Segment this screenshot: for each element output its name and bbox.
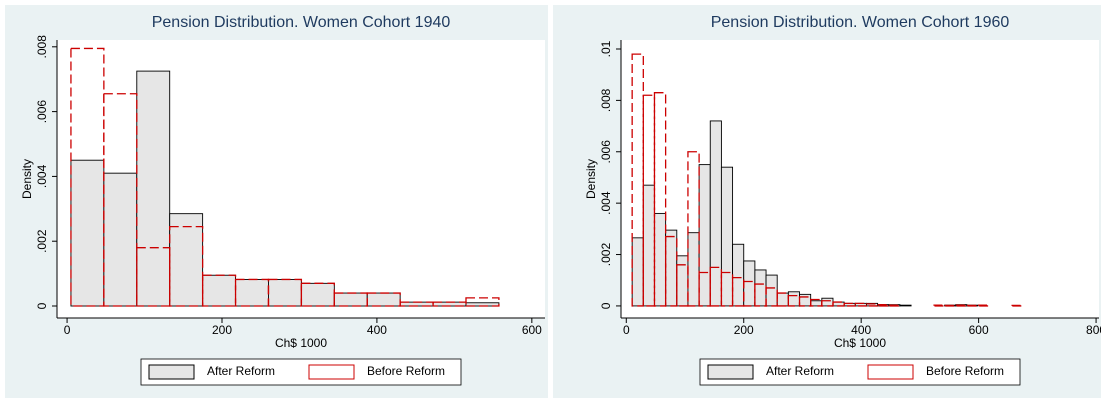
- histogram-bar: [676, 255, 689, 307]
- histogram-bar: [810, 300, 823, 307]
- histogram-bar: [642, 94, 656, 307]
- y-tick-label: 0: [599, 302, 613, 309]
- x-tick-label: 200: [212, 323, 232, 337]
- histogram-bar: [977, 304, 990, 307]
- histogram-bar: [743, 260, 756, 307]
- histogram-bar: [876, 303, 890, 307]
- histogram-bar: [432, 301, 467, 307]
- histogram-bar: [765, 274, 778, 307]
- histogram-bar: [743, 280, 756, 307]
- histogram-bar: [854, 302, 868, 307]
- legend-swatch: [707, 364, 754, 380]
- x-tick-label: 0: [64, 323, 71, 337]
- histogram-bar: [136, 70, 171, 307]
- x-axis-label: Ch$ 1000: [834, 336, 886, 350]
- histogram-bar: [465, 297, 500, 307]
- legend-swatch: [308, 364, 355, 380]
- x-tick-label: 400: [367, 323, 387, 337]
- y-tick-label: .004: [599, 191, 613, 215]
- histogram-bar: [698, 164, 711, 307]
- y-axis-label: Density: [584, 159, 598, 199]
- histogram-bar: [966, 304, 979, 307]
- histogram-bar: [843, 302, 856, 307]
- histogram-bar: [70, 159, 105, 307]
- histogram-bar: [698, 271, 711, 307]
- histogram-bar: [366, 292, 401, 307]
- x-tick-label: 0: [623, 323, 630, 337]
- histogram-bar: [754, 269, 767, 307]
- y-tick-label: 0: [35, 302, 49, 309]
- histogram-bar: [687, 151, 700, 307]
- histogram-bar: [731, 277, 745, 307]
- histogram-bar: [955, 304, 968, 307]
- histogram-bar: [300, 282, 335, 307]
- histogram-bar: [631, 237, 644, 307]
- histogram-bar: [169, 225, 204, 307]
- legend-label: After Reform: [766, 364, 834, 378]
- histogram-bar: [333, 292, 368, 307]
- histogram-bar: [709, 266, 723, 307]
- histogram-bar: [202, 274, 236, 307]
- histogram-bar: [899, 304, 912, 307]
- y-tick-label: .01: [599, 40, 613, 57]
- histogram-bar: [654, 212, 667, 307]
- legend-swatch: [148, 364, 195, 380]
- y-tick-label: .008: [599, 88, 613, 112]
- legend-label: Before Reform: [926, 364, 1004, 378]
- x-tick-label: 600: [522, 323, 542, 337]
- histogram-bar: [300, 282, 335, 307]
- chart-title: Pension Distribution. Women Cohort 1960: [711, 14, 1010, 31]
- histogram-bar: [642, 184, 655, 307]
- x-tick-label: 200: [734, 323, 754, 337]
- histogram-bar: [888, 304, 901, 307]
- y-tick-label: .008: [35, 35, 49, 59]
- y-axis-label: Density: [20, 159, 34, 199]
- histogram-bar: [653, 92, 667, 307]
- histogram-bar: [235, 278, 269, 307]
- histogram-bar: [932, 304, 946, 307]
- chart-title: Pension Distribution. Women Cohort 1940: [152, 14, 451, 31]
- histogram-bar: [709, 120, 722, 307]
- histogram-bar: [268, 278, 302, 307]
- histogram-bar: [687, 232, 700, 307]
- histogram-bar: [366, 292, 401, 307]
- histogram-bar: [787, 294, 801, 307]
- x-tick-label: 600: [969, 323, 989, 337]
- x-tick-label: 800: [1086, 323, 1101, 337]
- histogram-bar: [103, 172, 138, 307]
- histogram-bar: [267, 278, 303, 307]
- histogram-bar: [169, 213, 204, 307]
- histogram-bar: [754, 283, 767, 307]
- histogram-bar: [201, 274, 237, 307]
- y-tick-label: .006: [35, 100, 49, 124]
- histogram-bar: [103, 93, 138, 307]
- legend-box: [140, 358, 462, 386]
- histogram-bar: [776, 292, 789, 307]
- y-tick-label: .002: [35, 229, 49, 253]
- histogram-bar: [136, 247, 171, 307]
- x-tick-label: 400: [851, 323, 871, 337]
- legend-label: Before Reform: [367, 364, 445, 378]
- y-tick-label: .002: [599, 243, 613, 267]
- histogram-bar: [1010, 304, 1024, 307]
- histogram-bar: [720, 166, 734, 307]
- legend-label: After Reform: [207, 364, 275, 378]
- histogram-bar: [732, 243, 745, 307]
- histogram-bar: [799, 293, 812, 307]
- histogram-bar: [865, 303, 879, 307]
- y-tick-label: .006: [599, 140, 613, 164]
- histogram-bar: [821, 297, 834, 307]
- histogram-bar: [787, 291, 800, 307]
- histogram-bar: [665, 229, 678, 307]
- y-tick-label: .004: [35, 164, 49, 188]
- x-axis-label: Ch$ 1000: [275, 336, 327, 350]
- histogram-bar: [943, 304, 957, 307]
- legend-swatch: [867, 364, 914, 380]
